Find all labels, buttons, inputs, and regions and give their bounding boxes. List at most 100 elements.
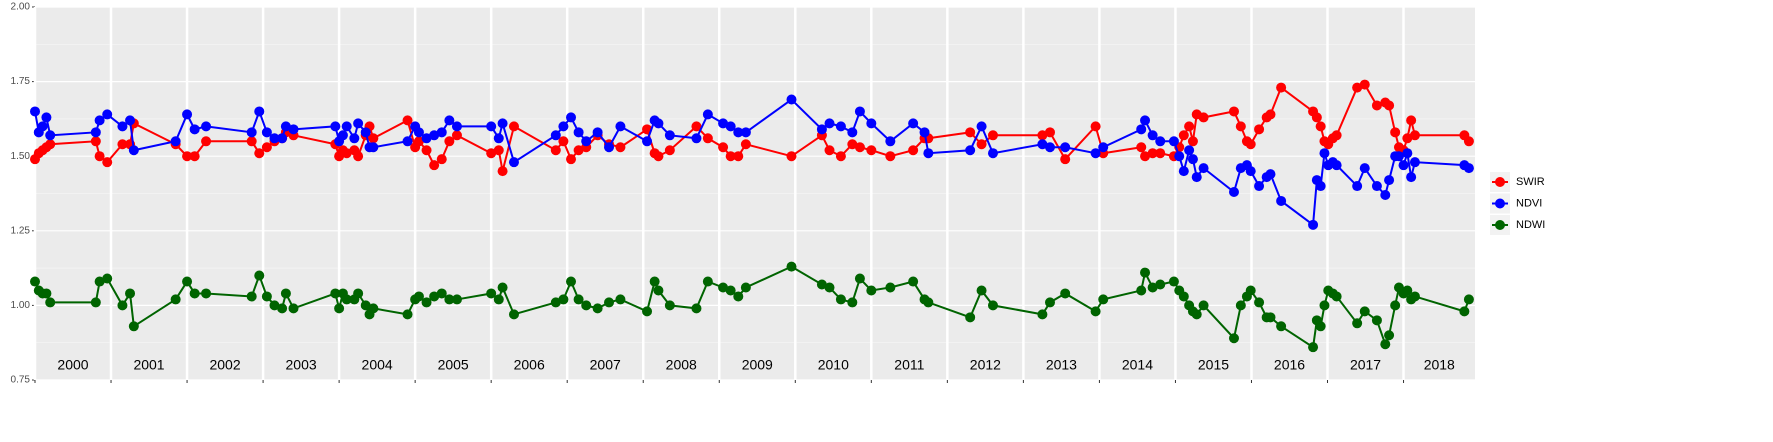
year-label: 2000 xyxy=(57,357,88,373)
data-point xyxy=(558,136,569,147)
data-point xyxy=(1359,163,1370,174)
data-point xyxy=(1398,160,1409,171)
data-point xyxy=(740,282,751,293)
data-point xyxy=(1140,267,1151,278)
data-point xyxy=(497,166,508,177)
data-point xyxy=(1254,124,1265,135)
data-point xyxy=(1459,306,1470,317)
data-point xyxy=(816,124,827,135)
data-point xyxy=(444,294,455,305)
data-point xyxy=(1352,318,1363,329)
data-point xyxy=(1168,136,1179,147)
data-point xyxy=(1198,163,1209,174)
data-point xyxy=(566,112,577,123)
data-point xyxy=(604,297,615,308)
data-point xyxy=(508,157,519,168)
data-point xyxy=(1409,130,1420,141)
year-label: 2013 xyxy=(1046,357,1077,373)
data-point xyxy=(615,142,626,153)
data-point xyxy=(429,130,440,141)
data-point xyxy=(486,288,497,299)
year-label: 2012 xyxy=(970,357,1001,373)
data-point xyxy=(691,133,702,144)
legend-label: NDWI xyxy=(1516,219,1545,231)
data-point xyxy=(885,151,896,162)
data-point xyxy=(615,294,626,305)
data-point xyxy=(102,109,113,120)
year-label: 2004 xyxy=(362,357,393,373)
data-point xyxy=(653,285,664,296)
data-point xyxy=(1147,130,1158,141)
data-point xyxy=(550,130,561,141)
data-point xyxy=(1228,333,1239,344)
data-point xyxy=(987,300,998,311)
data-point xyxy=(1265,169,1276,180)
data-point xyxy=(566,276,577,287)
data-point xyxy=(653,151,664,162)
data-point xyxy=(908,276,919,287)
data-point xyxy=(1265,312,1276,323)
data-point xyxy=(1254,181,1265,192)
data-point xyxy=(1315,181,1326,192)
year-label: 2002 xyxy=(209,357,240,373)
data-point xyxy=(1371,315,1382,326)
data-point xyxy=(1191,309,1202,320)
year-label: 2017 xyxy=(1350,357,1381,373)
data-point xyxy=(854,142,865,153)
y-tick-label: 0.75 xyxy=(11,375,31,386)
data-point xyxy=(277,133,288,144)
data-point xyxy=(615,121,626,132)
data-point xyxy=(330,121,341,132)
data-point xyxy=(1371,100,1382,111)
data-point xyxy=(508,309,519,320)
data-point xyxy=(1331,291,1342,302)
data-point xyxy=(1331,130,1342,141)
data-point xyxy=(90,136,101,147)
data-point xyxy=(402,136,413,147)
data-point xyxy=(1235,121,1246,132)
data-point xyxy=(550,297,561,308)
data-point xyxy=(885,136,896,147)
data-point xyxy=(1198,112,1209,123)
data-point xyxy=(368,133,379,144)
data-point xyxy=(866,118,877,129)
year-label: 2006 xyxy=(514,357,545,373)
legend-label: SWIR xyxy=(1516,176,1545,188)
data-point xyxy=(330,288,341,299)
data-point xyxy=(1235,300,1246,311)
data-point xyxy=(702,276,713,287)
data-point xyxy=(664,130,675,141)
data-point xyxy=(497,118,508,129)
data-point xyxy=(436,127,447,138)
data-point xyxy=(1140,115,1151,126)
data-point xyxy=(334,303,345,314)
data-point xyxy=(1136,142,1147,153)
data-point xyxy=(642,306,653,317)
data-point xyxy=(1359,306,1370,317)
data-point xyxy=(573,145,584,156)
data-point xyxy=(1198,300,1209,311)
data-point xyxy=(1463,294,1474,305)
data-point xyxy=(718,282,729,293)
data-point xyxy=(1191,172,1202,183)
data-point xyxy=(1371,181,1382,192)
data-point xyxy=(201,121,212,132)
data-point xyxy=(1090,306,1101,317)
data-point xyxy=(337,130,348,141)
data-point xyxy=(1044,127,1055,138)
data-point xyxy=(923,148,934,159)
data-point xyxy=(1319,300,1330,311)
data-point xyxy=(919,127,930,138)
data-point xyxy=(170,294,181,305)
y-tick-label: 1.75 xyxy=(11,76,31,87)
data-point xyxy=(664,145,675,156)
data-point xyxy=(444,136,455,147)
data-point xyxy=(189,288,200,299)
data-point xyxy=(702,109,713,120)
data-point xyxy=(550,145,561,156)
data-point xyxy=(847,297,858,308)
data-point xyxy=(288,303,299,314)
data-point xyxy=(1311,112,1322,123)
data-point xyxy=(493,133,504,144)
data-point xyxy=(1228,187,1239,198)
